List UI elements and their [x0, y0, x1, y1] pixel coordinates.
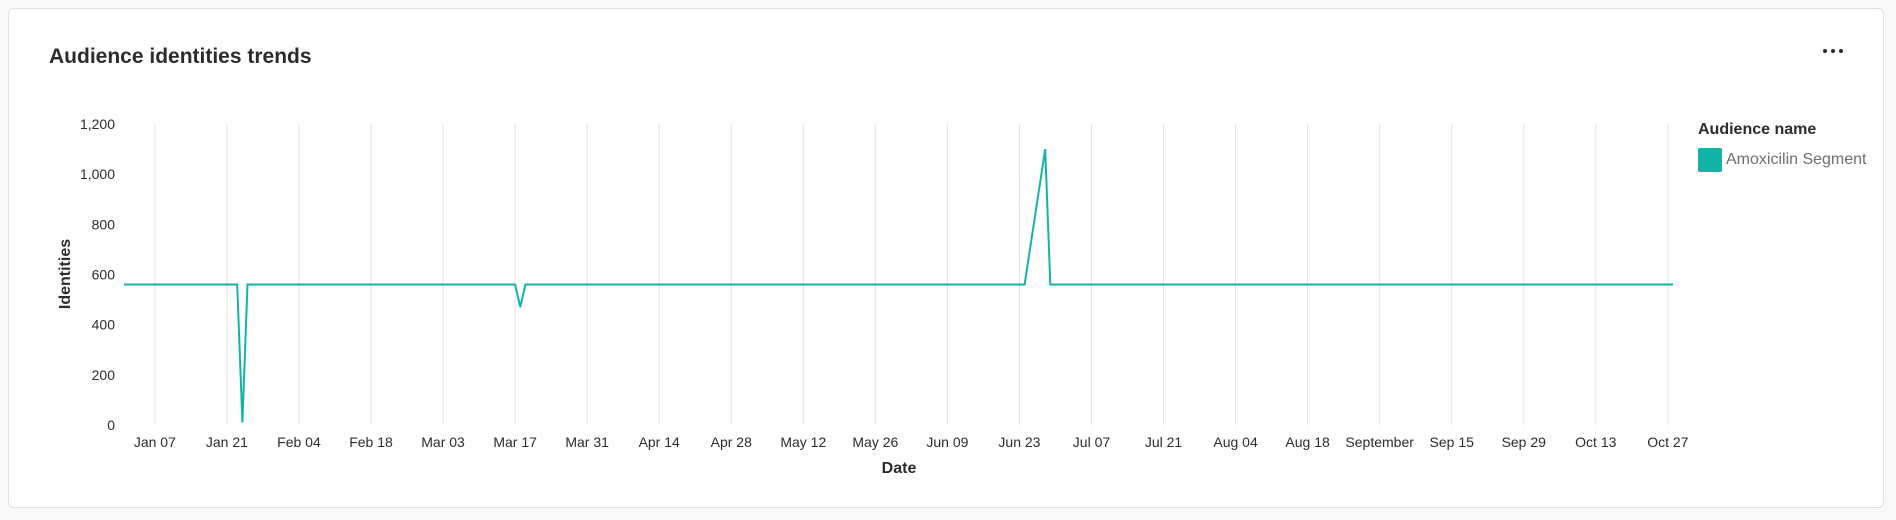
x-tick-label: Feb 04	[277, 434, 321, 450]
ellipsis-dot	[1823, 49, 1827, 53]
x-tick-label: Mar 17	[493, 434, 537, 450]
x-tick-label: Apr 14	[639, 434, 680, 450]
x-tick-label: Aug 04	[1213, 434, 1258, 450]
x-tick-label: Jan 21	[206, 434, 248, 450]
y-tick-label: 0	[107, 417, 115, 433]
legend-title: Audience name	[1698, 121, 1817, 138]
y-tick-label: 200	[92, 367, 116, 383]
y-axis-title: Identities	[57, 239, 74, 309]
x-tick-label: Oct 13	[1575, 434, 1616, 450]
legend-item-amoxicilin-segment[interactable]: Amoxicilin Segment	[1698, 148, 1867, 172]
y-tick-label: 800	[92, 216, 116, 232]
series-line	[124, 148, 1673, 423]
x-tick-label: Feb 18	[349, 434, 393, 450]
x-tick-label: Apr 28	[711, 434, 752, 450]
chart-title: Audience identities trends	[49, 45, 312, 68]
x-tick-label: Jun 23	[998, 434, 1040, 450]
x-tick-label: May 26	[852, 434, 898, 450]
x-tick-label: Aug 18	[1285, 434, 1330, 450]
ellipsis-dot	[1831, 49, 1835, 53]
x-tick-label: May 12	[780, 434, 826, 450]
x-tick-label: Jan 07	[134, 434, 176, 450]
x-tick-label: Mar 03	[421, 434, 465, 450]
ellipsis-icon[interactable]	[1815, 37, 1851, 65]
y-tick-label: 1,000	[80, 166, 115, 182]
x-tick-label: Mar 31	[565, 434, 609, 450]
chart-card: Audience identities trends	[8, 8, 1884, 508]
x-tick-label: Jul 21	[1145, 434, 1183, 450]
ellipsis-dot	[1839, 49, 1843, 53]
x-tick-label: September	[1345, 434, 1414, 450]
x-tick-label: Sep 15	[1430, 434, 1475, 450]
x-axis-title: Date	[882, 460, 917, 477]
x-tick-label: Oct 27	[1647, 434, 1688, 450]
x-tick-label: Jul 07	[1073, 434, 1111, 450]
legend-label: Amoxicilin Segment	[1726, 151, 1867, 168]
x-tick-label: Jun 09	[926, 434, 968, 450]
y-tick-label: 1,200	[80, 116, 115, 132]
y-tick-label: 400	[92, 317, 116, 333]
legend-swatch	[1698, 148, 1722, 172]
y-tick-label: 600	[92, 267, 116, 283]
x-tick-label: Sep 29	[1502, 434, 1547, 450]
